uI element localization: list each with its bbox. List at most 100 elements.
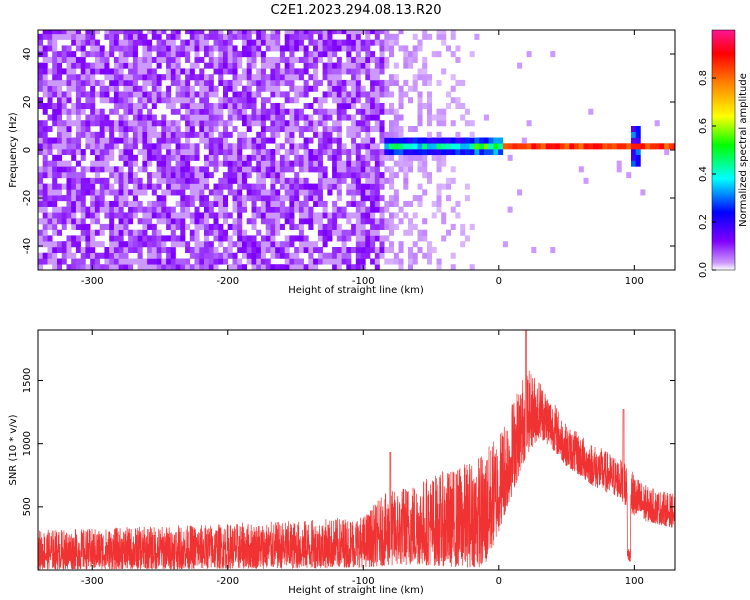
spectrogram-cell [251,258,257,265]
spectrogram-cell [194,103,200,110]
spectrogram-cell [218,68,224,75]
spectrogram-cell [279,103,285,110]
spectrogram-cell [322,120,328,127]
spectrogram-cell [218,195,224,202]
spectrogram-cell [94,114,100,121]
spectrogram-cell [351,183,357,190]
spectrogram-cell [422,79,428,86]
spectrogram-cell [213,126,219,133]
spectrogram-cell [71,166,77,173]
spectrogram-cell [374,30,380,35]
spectrogram-cell [365,108,371,115]
spectrogram-cell [175,212,181,219]
spectrogram-cell [57,97,63,104]
spectrogram-cell [275,33,281,40]
spectrogram-cell [38,39,44,46]
spectrogram-cell [246,62,252,69]
spectrogram-cell [270,200,276,207]
spectrogram-cell [317,79,323,86]
spectrogram-cell [128,218,134,225]
spectrogram-cell [237,56,243,63]
spectrogram-cell [284,160,290,167]
spectrogram-cell [289,33,295,40]
spectrogram-cell [446,177,452,184]
spectrogram-cell [218,149,224,156]
spectrogram-cell [374,85,380,92]
spectrogram-cell [42,85,48,92]
spectrogram-cell [66,97,72,104]
spectrogram-cell [332,91,338,98]
spectrogram-cell [170,218,176,225]
spectrogram-cell [199,247,205,254]
spectrogram-cell [94,258,100,265]
spectrogram-cell [223,183,229,190]
spectrogram-cell [408,223,414,230]
spectrogram-cell [322,39,328,46]
spectrogram-cell [308,114,314,121]
spectrogram-cell [374,195,380,202]
spectrogram-cell [260,56,266,63]
spectrogram-cell [227,247,233,254]
spectrogram-cell [298,68,304,75]
spectrogram-cell [365,143,371,150]
spectrogram-cell [147,120,153,127]
spectrogram-cell [332,85,338,92]
spectrogram-cell [279,177,285,184]
spectrogram-cell [113,229,119,236]
spectrogram-cell [147,149,153,156]
spectrogram-cell [303,51,309,58]
spectrogram-cell [147,108,153,115]
spectrogram-cell [185,177,191,184]
spectrogram-cell [408,218,414,225]
spectrogram-cell [180,160,186,167]
chart-title: C2E1.2023.294.08.13.R20 [270,3,441,18]
spectrogram-cell [327,74,333,81]
spectrogram-cell [232,30,238,35]
spectrogram-cell [204,33,210,40]
spectrogram-cell [384,131,390,138]
spectrogram-cell [365,56,371,63]
spectrogram-cell [279,108,285,115]
spectrogram-cell [156,212,162,219]
spectrogram-cell [275,212,281,219]
spectrogram-cell [170,252,176,259]
spectrogram-cell [403,56,409,63]
spectrogram-cell [265,154,271,161]
spectrogram-cell [242,120,248,127]
spectrogram-cell [256,177,262,184]
spectrogram-cell [161,91,167,98]
spectrogram-cell [436,195,442,202]
spectrogram-cell [332,149,338,156]
spectrogram-cell [365,241,371,248]
spectrogram-cell [436,79,442,86]
spectrogram-cell [469,137,475,144]
spectrogram-cell [85,177,91,184]
spectrogram-cell [128,200,134,207]
spectrogram-cell [265,235,271,242]
spectrogram-cell [175,120,181,127]
spectrogram-cell [360,172,366,179]
spectrogram-cell [185,154,191,161]
x-tick-label: -100 [352,276,375,287]
spectrogram-cell [132,30,138,35]
spectrogram-cell [370,51,376,58]
spectrogram-cell [166,120,172,127]
spectrogram-cell [90,252,96,259]
spectrogram-cell [256,143,262,150]
spectrogram-cell [631,149,637,156]
spectrogram-cell [118,229,124,236]
spectrogram-cell [427,97,433,104]
spectrogram-cell [294,264,300,270]
spectrogram-cell [189,108,195,115]
spectrogram-cell [332,177,338,184]
spectrogram-cell [80,74,86,81]
spectrogram-cell [265,74,271,81]
spectrogram-cell [147,30,153,35]
spectrogram-cell [246,33,252,40]
spectrogram-cell [507,206,513,213]
spectrogram-cell [166,160,172,167]
spectrogram-cell [118,39,124,46]
spectrogram-cell [99,160,105,167]
spectrogram-cell [189,177,195,184]
spectrogram-cell [237,177,243,184]
